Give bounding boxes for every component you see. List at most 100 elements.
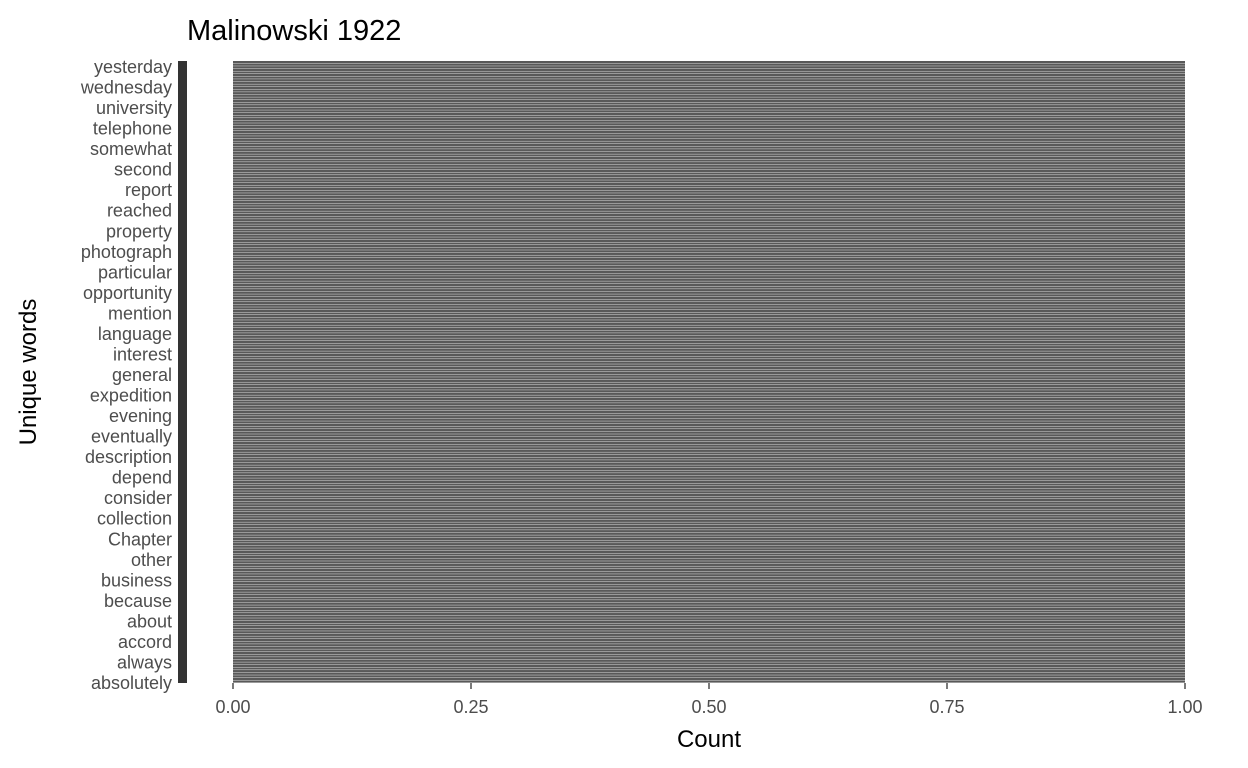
bar [233,172,1185,175]
bar [233,633,1185,636]
bar [233,309,1185,312]
bar [233,335,1185,338]
y-axis-label-strip [178,61,187,683]
bar [233,511,1185,515]
bar [233,198,1185,201]
bar [233,387,1185,390]
bar [233,224,1185,227]
bar [233,167,1185,170]
bar [233,519,1185,522]
bar [233,276,1185,279]
bar [233,576,1185,579]
bar [233,589,1185,592]
bar [233,416,1185,419]
bar [233,128,1185,131]
bar [233,553,1185,556]
bar [233,177,1185,180]
bar [233,550,1185,554]
bar [233,493,1185,497]
bar [233,312,1185,315]
bar [233,372,1185,375]
bar [233,452,1185,455]
bar [233,294,1185,297]
word-tick-label: photograph [81,242,172,262]
word-tick-label: general [112,365,172,385]
bar [233,436,1185,439]
bar [233,449,1185,452]
bar [233,203,1185,206]
bar [233,584,1185,587]
bar [233,322,1185,325]
bar [233,146,1185,149]
bar [233,498,1185,502]
bar [233,149,1185,152]
bar [233,304,1185,307]
bar [233,568,1185,572]
bar [233,255,1185,258]
word-tick-label: expedition [90,386,172,406]
word-tick-label: because [104,591,172,611]
bar [233,467,1185,471]
bar [233,79,1185,82]
bar [233,250,1185,253]
bar [233,118,1185,121]
bar [233,219,1185,222]
bar [233,613,1185,616]
word-tick-label: depend [112,468,172,488]
word-tick-label: mention [108,303,172,323]
bar [233,195,1185,198]
bar [233,343,1185,346]
bar [233,664,1185,668]
bar [233,338,1185,341]
bar [233,314,1185,318]
bar [233,486,1185,489]
word-tick-label: university [96,98,172,118]
bar [233,169,1185,173]
bar [233,296,1185,300]
bar [233,185,1185,188]
bar [233,460,1185,463]
bar [233,180,1185,183]
bar [233,84,1185,87]
bar [233,156,1185,160]
bar [233,667,1185,670]
bar [233,496,1185,499]
bar [233,364,1185,367]
bar [233,574,1185,577]
bar [233,81,1185,84]
bar [233,379,1185,382]
x-tick-label: 0.00 [215,697,250,717]
bar [233,483,1185,486]
bar [233,670,1185,673]
bar [233,268,1185,271]
bar [233,514,1185,517]
word-tick-label: about [127,611,172,631]
word-tick-label: second [114,160,172,180]
bar [233,429,1185,432]
bar [233,374,1185,377]
bar [233,130,1185,134]
bar [233,320,1185,323]
bar [233,68,1185,71]
word-tick-label: interest [113,345,172,365]
word-tick-label: always [117,653,172,673]
bar [233,662,1185,665]
bar [233,351,1185,354]
bar [233,470,1185,473]
bar [233,597,1185,600]
word-tick-label: particular [98,262,172,282]
bar [233,392,1185,395]
word-tick-label: opportunity [83,283,172,303]
bar [233,89,1185,92]
bar [233,283,1185,287]
y-axis-title: Unique words [15,299,42,446]
bar [233,359,1185,362]
bar [233,602,1185,605]
bar [233,348,1185,351]
bar [233,649,1185,652]
bar [233,628,1185,631]
bar [233,245,1185,248]
word-tick-label: report [125,180,172,200]
bar [233,133,1185,136]
bar [233,605,1185,608]
